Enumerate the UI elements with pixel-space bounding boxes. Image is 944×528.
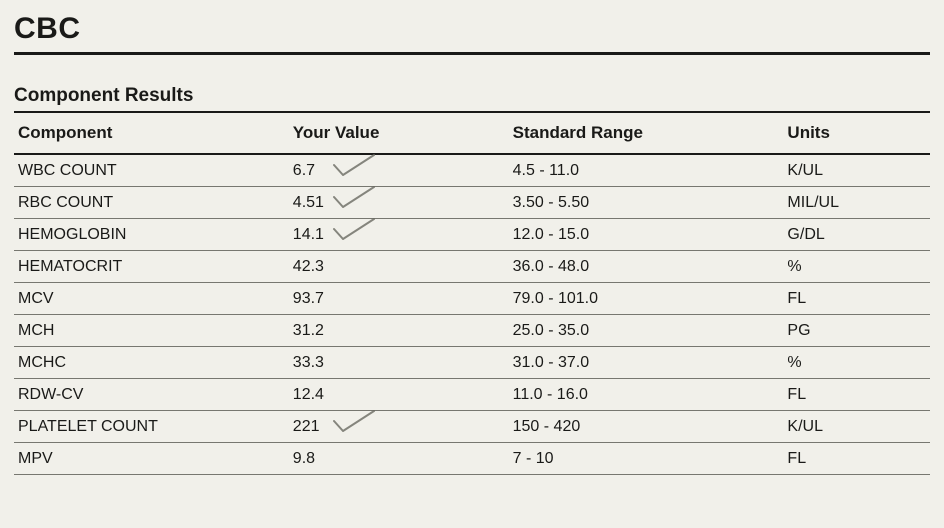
col-header-range: Standard Range [509,113,784,154]
cell-units: MIL/UL [783,187,930,219]
cell-value: 221 [289,411,509,443]
cell-units: G/DL [783,219,930,251]
value-text: 9.8 [293,450,315,467]
cell-units: FL [783,443,930,475]
cell-value: 6.7 [289,154,509,187]
cell-value: 12.4 [289,379,509,411]
cell-component: WBC COUNT [14,154,289,187]
cell-range: 12.0 - 15.0 [509,219,784,251]
cell-component: PLATELET COUNT [14,411,289,443]
value-text: 42.3 [293,258,324,275]
cell-range: 3.50 - 5.50 [509,187,784,219]
cell-value: 33.3 [289,347,509,379]
value-text: 14.1 [293,226,324,243]
cell-units: FL [783,379,930,411]
cell-units: K/UL [783,154,930,187]
cell-range: 11.0 - 16.0 [509,379,784,411]
table-row: RDW-CV12.4 11.0 - 16.0FL [14,379,930,411]
report-title: CBC [14,12,930,46]
table-row: RBC COUNT4.51 3.50 - 5.50MIL/UL [14,187,930,219]
value-text: 12.4 [293,386,324,403]
value-text: 93.7 [293,290,324,307]
cell-component: HEMATOCRIT [14,251,289,283]
cell-component: MCV [14,283,289,315]
cell-value: 93.7 [289,283,509,315]
cell-range: 4.5 - 11.0 [509,154,784,187]
table-row: MPV9.8 7 - 10FL [14,443,930,475]
col-header-units: Units [783,113,930,154]
cell-value: 9.8 [289,443,509,475]
cell-value: 42.3 [289,251,509,283]
cell-value: 4.51 [289,187,509,219]
col-header-component: Component [14,113,289,154]
lab-report: CBC Component Results Component Your Val… [0,0,944,528]
cell-units: FL [783,283,930,315]
cell-range: 150 - 420 [509,411,784,443]
title-rule [14,52,930,55]
table-row: PLATELET COUNT221 150 - 420K/UL [14,411,930,443]
cell-component: HEMOGLOBIN [14,219,289,251]
cell-component: MCHC [14,347,289,379]
value-text: 6.7 [293,162,315,179]
cell-units: % [783,347,930,379]
cell-units: PG [783,315,930,347]
table-row: HEMATOCRIT42.3 36.0 - 48.0% [14,251,930,283]
table-row: MCH31.2 25.0 - 35.0PG [14,315,930,347]
cell-range: 31.0 - 37.0 [509,347,784,379]
cell-range: 36.0 - 48.0 [509,251,784,283]
cell-range: 25.0 - 35.0 [509,315,784,347]
cell-value: 31.2 [289,315,509,347]
table-header-row: Component Your Value Standard Range Unit… [14,113,930,154]
check-icon [331,153,377,179]
results-table: Component Your Value Standard Range Unit… [14,113,930,475]
check-icon [331,409,377,435]
cell-range: 7 - 10 [509,443,784,475]
cell-units: K/UL [783,411,930,443]
cell-component: MPV [14,443,289,475]
value-text: 31.2 [293,322,324,339]
section-title: Component Results [14,85,930,107]
table-row: MCV93.7 79.0 - 101.0FL [14,283,930,315]
value-text: 33.3 [293,354,324,371]
check-icon [331,217,377,243]
col-header-value: Your Value [289,113,509,154]
value-text: 4.51 [293,194,324,211]
cell-units: % [783,251,930,283]
cell-component: RBC COUNT [14,187,289,219]
table-row: MCHC33.3 31.0 - 37.0% [14,347,930,379]
check-icon [331,185,377,211]
table-row: WBC COUNT6.7 4.5 - 11.0K/UL [14,154,930,187]
cell-value: 14.1 [289,219,509,251]
cell-component: RDW-CV [14,379,289,411]
value-text: 221 [293,418,320,435]
cell-component: MCH [14,315,289,347]
cell-range: 79.0 - 101.0 [509,283,784,315]
table-row: HEMOGLOBIN14.1 12.0 - 15.0G/DL [14,219,930,251]
